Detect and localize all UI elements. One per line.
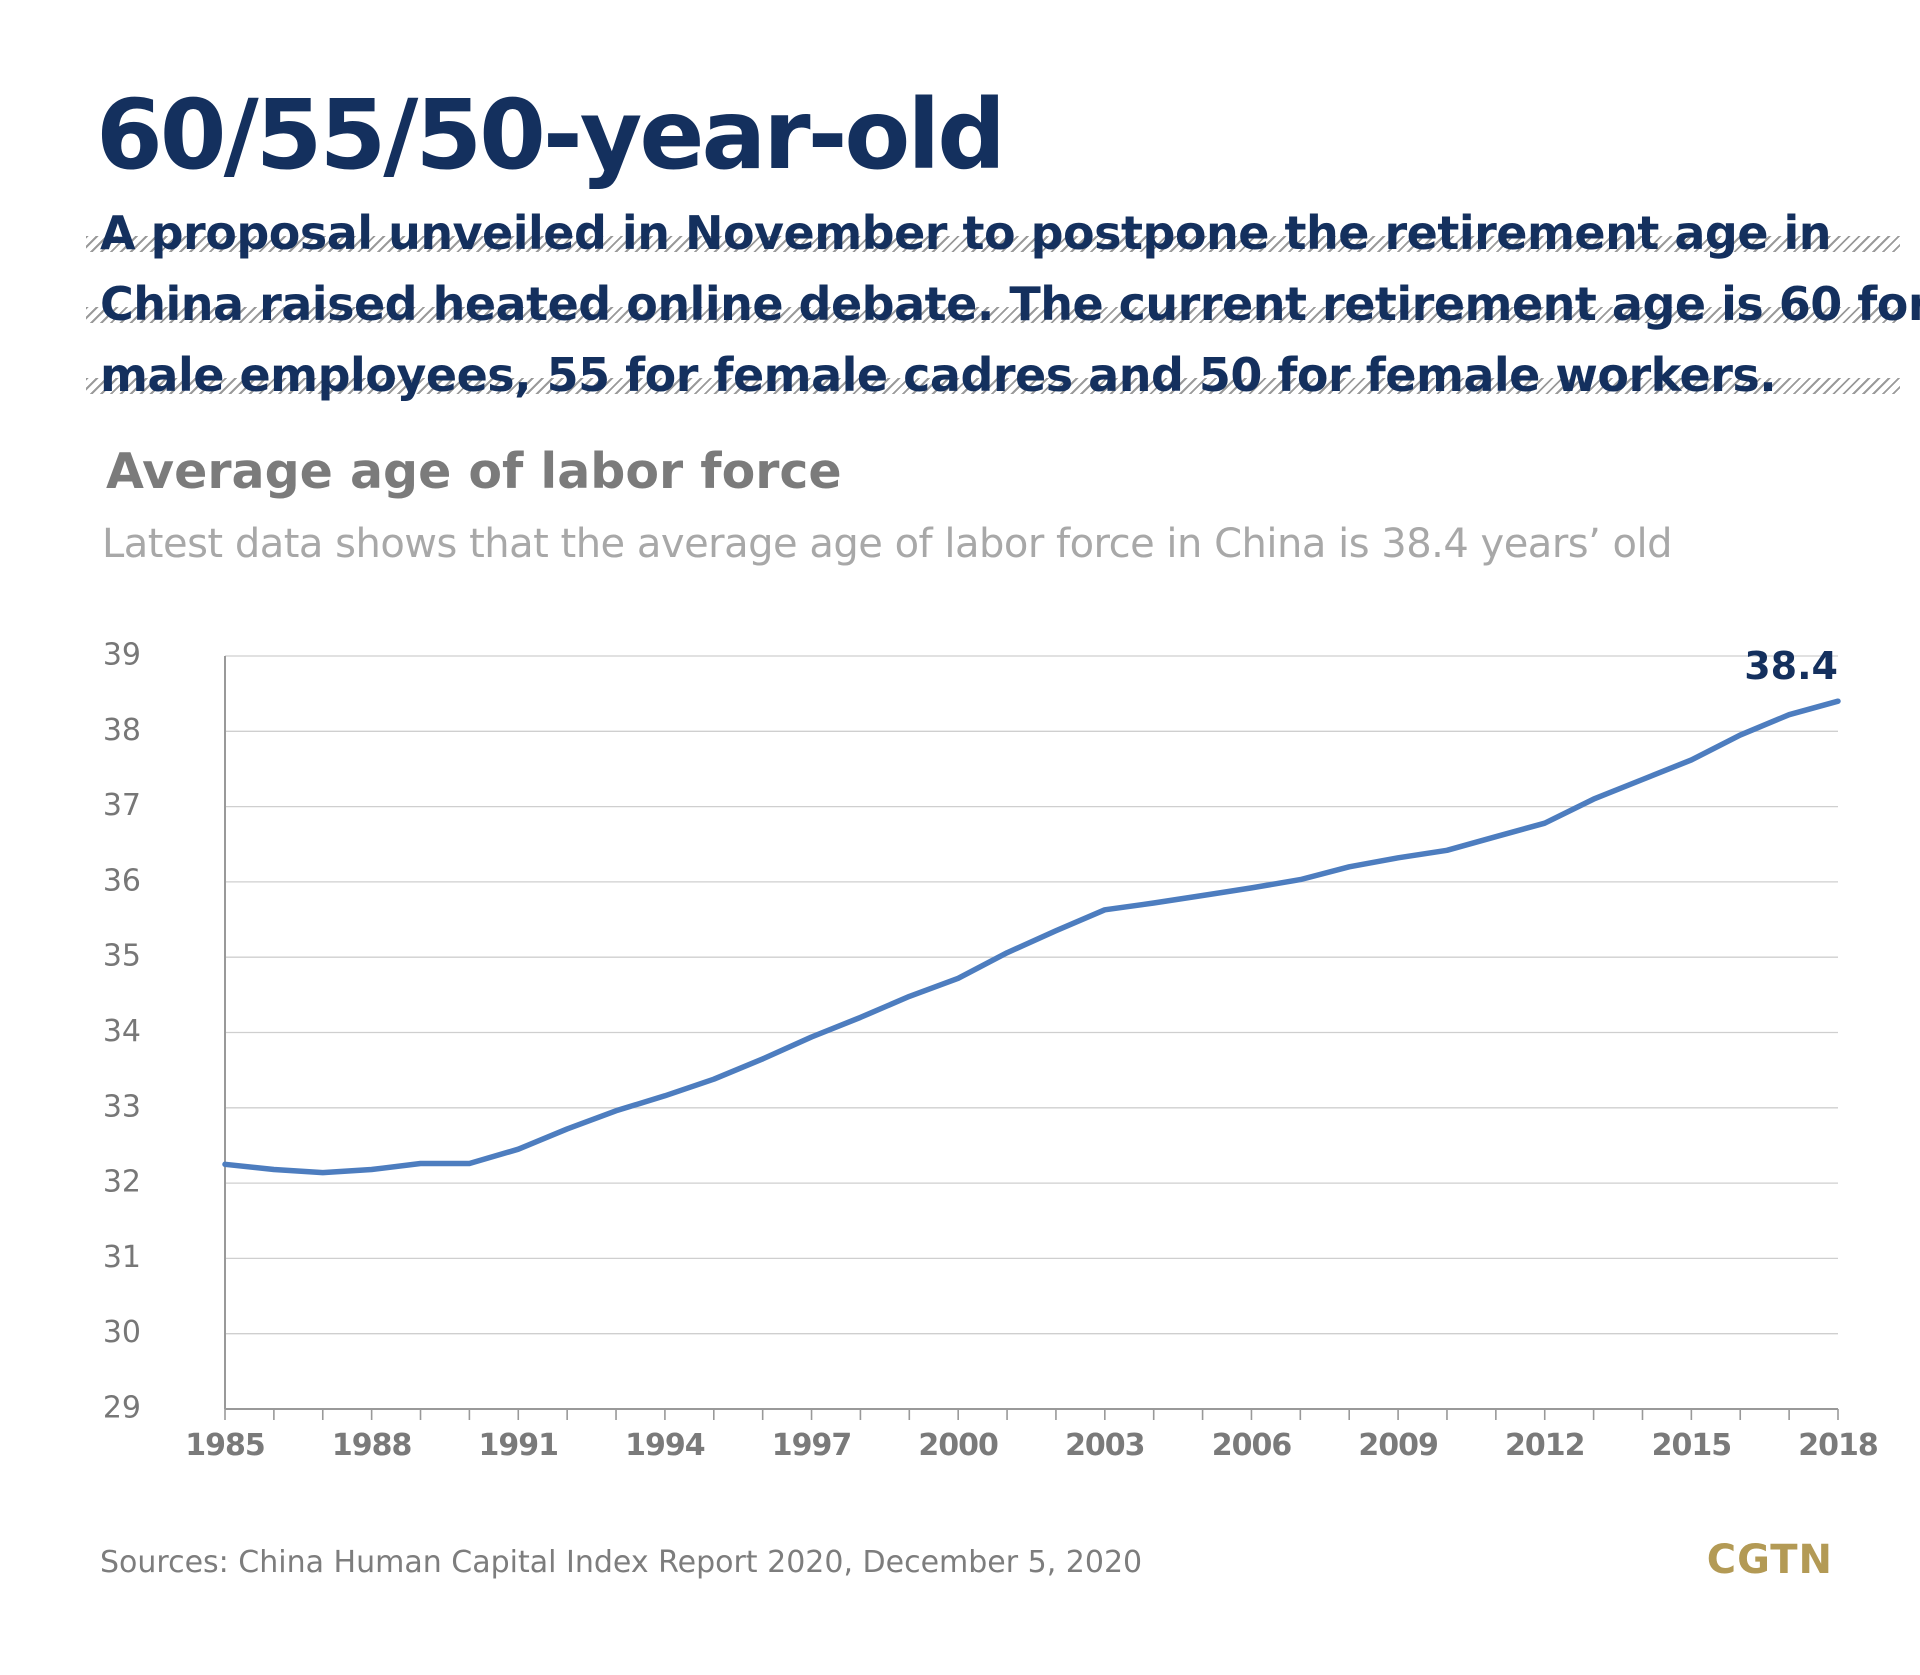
intro-line-text: male employees, 55 for female cadres and…: [100, 348, 1777, 402]
y-tick-label: 36: [103, 863, 141, 898]
y-tick-label: 39: [103, 638, 141, 673]
y-tick-label: 37: [103, 788, 141, 823]
chart-title: Average age of labor force: [106, 443, 842, 500]
source-note: Sources: China Human Capital Index Repor…: [100, 1545, 1143, 1580]
y-tick-label: 33: [103, 1089, 141, 1124]
headline: 60/55/50-year-old: [96, 79, 1006, 191]
hatch-underline: [86, 236, 1900, 252]
y-tick-label: 30: [103, 1315, 141, 1350]
series-line: [222, 698, 1841, 1176]
intro-line-text: China raised heated online debate. The c…: [100, 277, 1920, 331]
y-tick-label: 34: [103, 1014, 141, 1049]
x-tick-label: 2006: [1212, 1428, 1292, 1463]
x-tick-label: 2003: [1065, 1428, 1145, 1463]
cgtn-logo: CGTN: [1706, 1537, 1833, 1583]
y-tick-label: 35: [103, 939, 141, 974]
intro-text: A proposal unveiled in November to postp…: [86, 200, 1920, 413]
chart-subtitle: Latest data shows that the average age o…: [102, 521, 1673, 567]
x-tick-label: 1988: [332, 1428, 412, 1463]
y-tick-label: 31: [103, 1240, 141, 1275]
hatch-underline: [86, 307, 1900, 323]
y-tick-label: 38: [103, 713, 141, 748]
x-tick-label: 1997: [772, 1428, 852, 1463]
intro-line: male employees, 55 for female cadres and…: [86, 342, 1900, 413]
intro-line: China raised heated online debate. The c…: [86, 271, 1920, 342]
x-tick-label: 1991: [479, 1428, 559, 1463]
hatch-underline: [86, 378, 1900, 394]
y-tick-label: 29: [103, 1391, 141, 1426]
intro-line-text: A proposal unveiled in November to postp…: [100, 206, 1832, 260]
x-tick-label: 1985: [185, 1428, 265, 1463]
x-tick-label: 1994: [625, 1428, 705, 1463]
x-tick-label: 2012: [1505, 1428, 1585, 1463]
x-tick-label: 2000: [918, 1428, 998, 1463]
x-tick-label: 2015: [1652, 1428, 1732, 1463]
y-tick-label: 32: [103, 1165, 141, 1200]
x-tick-label: 2009: [1358, 1428, 1438, 1463]
intro-line: A proposal unveiled in November to postp…: [86, 200, 1900, 271]
x-tick-label: 2018: [1798, 1428, 1878, 1463]
data-label: 38.4: [1744, 644, 1838, 688]
